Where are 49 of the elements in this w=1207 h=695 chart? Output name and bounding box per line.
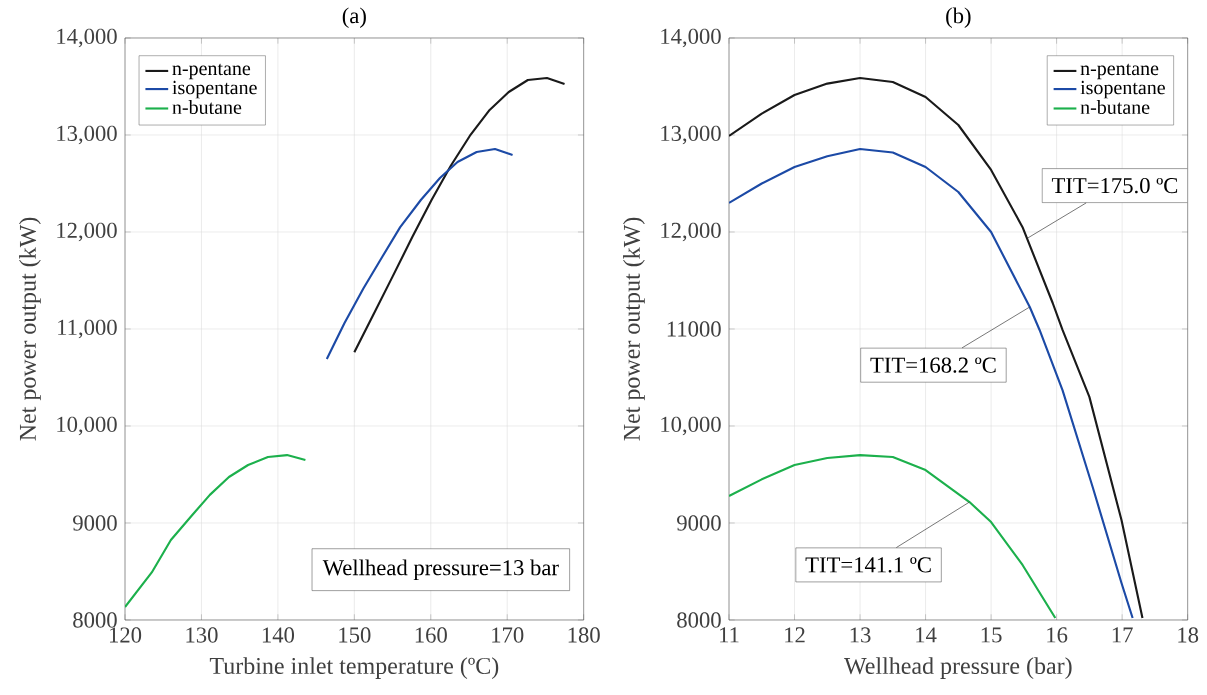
y-tick-label: 12,000 xyxy=(661,222,721,242)
line-series xyxy=(325,147,514,361)
x-axis-title: Turbine inlet temperature (ºC) xyxy=(209,657,499,679)
y-tick-label: 13,000 xyxy=(661,125,721,145)
x-tick-label: 11 xyxy=(720,627,739,643)
x-tick-label: 150 xyxy=(339,627,371,643)
line-series xyxy=(125,454,307,609)
y-tick-label: 9000 xyxy=(73,515,117,531)
x-tick-label: 17 xyxy=(1112,627,1133,643)
chart-title: (b) xyxy=(946,7,971,28)
y-tick-label: 10,000 xyxy=(661,416,721,436)
x-tick-label: 160 xyxy=(415,627,447,643)
x-tick-label: 16 xyxy=(1047,627,1068,643)
legend-label: n-pentane xyxy=(1080,63,1159,80)
legend-label: isopentane xyxy=(172,80,257,99)
legend-label: isopentane xyxy=(1080,80,1165,99)
y-tick-label: 14,000 xyxy=(661,28,721,48)
x-tick-label: 180 xyxy=(568,627,600,643)
y-tick-label: 9000 xyxy=(677,515,721,531)
line-series xyxy=(353,76,566,354)
annotation: TIT=175.0 ºC xyxy=(1051,177,1178,194)
chart-title: (a) xyxy=(342,7,366,28)
annotation: TIT=141.1 ºC xyxy=(805,557,931,573)
y-tick-label: 13,000 xyxy=(57,125,117,145)
y-tick-label: 10,000 xyxy=(57,416,117,436)
line-series xyxy=(729,454,1057,620)
x-tick-label: 140 xyxy=(262,627,295,643)
x-tick-label: 14 xyxy=(916,627,937,643)
y-axis-title: Net power output (kW) xyxy=(19,217,41,441)
y-tick-label: 8000 xyxy=(73,612,117,628)
x-tick-label: 130 xyxy=(186,627,218,643)
y-tick-label: 8000 xyxy=(677,612,721,628)
x-tick-label: 120 xyxy=(109,627,142,643)
x-tick-label: 15 xyxy=(981,627,1002,643)
legend-label: n-butane xyxy=(1080,99,1150,115)
legend-label: n-pentane xyxy=(172,63,251,80)
y-tick-label: 11000 xyxy=(667,321,721,337)
annotation: TIT=168.2 ºC xyxy=(870,357,996,373)
x-tick-label: 13 xyxy=(850,627,871,643)
y-tick-label: 11,000 xyxy=(58,319,117,339)
y-tick-label: 12,000 xyxy=(57,222,117,242)
x-tick-label: 12 xyxy=(785,627,805,643)
annotation: Wellhead pressure=13 bar xyxy=(322,559,559,580)
y-tick-label: 14,000 xyxy=(57,28,117,48)
legend-label: n-butane xyxy=(172,99,242,115)
y-axis-title: Net power output (kW) xyxy=(623,217,645,441)
x-tick-label: 18 xyxy=(1178,627,1199,643)
x-tick-label: 170 xyxy=(492,627,524,643)
x-axis-title: Wellhead pressure (bar) xyxy=(844,657,1072,679)
